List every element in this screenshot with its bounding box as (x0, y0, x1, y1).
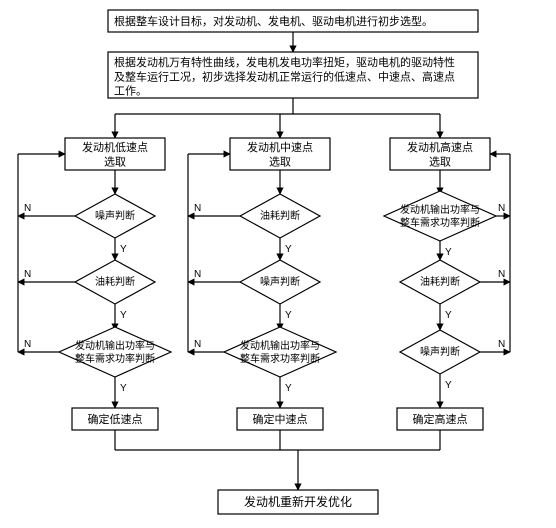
bottom-box-text: 发动机重新开发优化 (244, 494, 352, 509)
col-0-final-text: 确定低速点 (88, 412, 143, 426)
col-1-diamond-1-text: 噪声判断 (260, 275, 300, 288)
col-2-final-text: 确定高速点 (413, 412, 468, 426)
col-1-d1-yes: Y (285, 310, 292, 321)
col-2-d0-no: N (498, 203, 505, 214)
col-1-d1-no: N (194, 269, 201, 280)
col-1-final-text: 确定中速点 (253, 412, 308, 426)
col-2-d2-yes: Y (445, 380, 452, 391)
col-1-diamond-0-text: 油耗判断 (260, 209, 300, 222)
col-0-diamond-1-text: 油耗判断 (95, 275, 135, 288)
flowchart-canvas: 根据整车设计目标，对发动机、发电机、驱动电机进行初步选型。根据发动机万有特性曲线… (0, 0, 556, 528)
col-2-d0-yes: Y (445, 247, 452, 258)
col-0-d2-no: N (24, 339, 31, 350)
col-2-diamond-2-text: 噪声判断 (420, 345, 460, 358)
col-2-diamond-1-text: 油耗判断 (420, 275, 460, 288)
col-0-d1-no: N (24, 269, 31, 280)
col-2-d1-yes: Y (445, 310, 452, 321)
col-1-diamond-2 (224, 327, 336, 377)
col-2-diamond-0 (384, 191, 496, 241)
col-1-d2-no: N (194, 339, 201, 350)
col-0-d1-yes: Y (120, 310, 127, 321)
col-0-d0-no: N (24, 203, 31, 214)
top-box-1-text: 根据整车设计目标，对发动机、发电机、驱动电机进行初步选型。 (114, 14, 433, 28)
col-1-d0-yes: Y (285, 244, 292, 255)
col-1-d2-yes: Y (285, 383, 292, 394)
col-2-d2-no: N (498, 339, 505, 350)
col-0-diamond-0-text: 噪声判断 (95, 209, 135, 222)
col-0-d2-yes: Y (120, 383, 127, 394)
col-1-d0-no: N (194, 203, 201, 214)
col-2-d1-no: N (498, 269, 505, 280)
col-0-diamond-2 (59, 327, 171, 377)
col-0-d0-yes: Y (120, 244, 127, 255)
